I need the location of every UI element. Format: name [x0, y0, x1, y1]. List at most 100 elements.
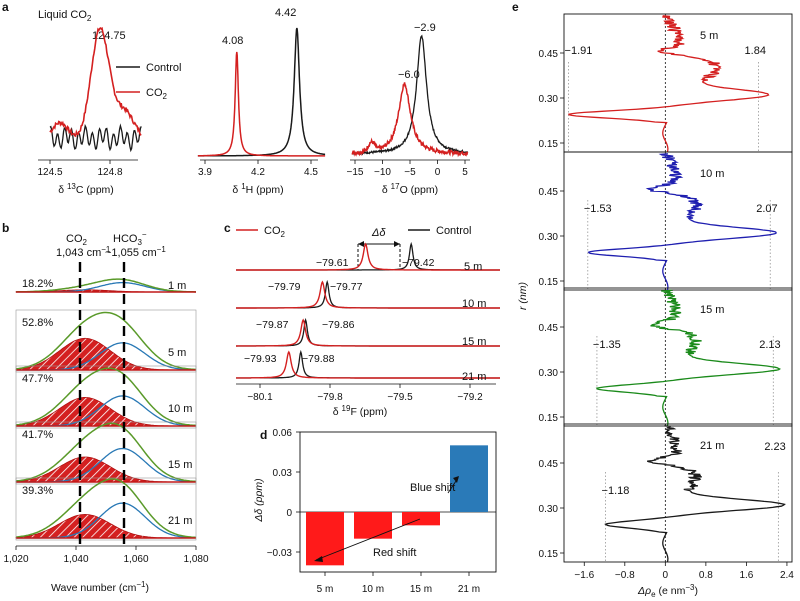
d-ytick-label: 0.03	[273, 468, 293, 479]
c-co2-label: −79.61	[316, 257, 349, 269]
e-subpanel-frame	[563, 13, 793, 153]
d-red-shift-label: Red shift	[373, 547, 416, 559]
e-max-label: 2.13	[759, 339, 780, 351]
e-density-trace	[604, 425, 786, 563]
a17o-co2-trace	[351, 82, 469, 158]
e-xtick-label: 2.4	[780, 570, 794, 581]
panel-c-letter: c	[224, 221, 231, 235]
b-row-pct: 41.7%	[22, 429, 53, 441]
a1h-co2-trace	[197, 51, 326, 157]
a17o-tick-label: −10	[374, 167, 391, 178]
panel-d: 0.060.030−0.03 Δδ (ppm) 5 m 10 m 15 m 21 m …	[253, 428, 497, 595]
c-co2-peak	[236, 350, 500, 379]
c-co2-peak	[236, 280, 500, 309]
panel-e: r (nm) 0.450.300.155 m−1.91 1.840.450.300…	[517, 13, 794, 599]
a17o-tick-label: 5	[462, 167, 468, 178]
panel-a-letter: a	[2, 0, 9, 14]
c-control-label: −79.86	[322, 319, 355, 331]
b-fit-curve	[15, 367, 197, 427]
a1h-tick-label: 3.9	[198, 167, 212, 178]
legend-control-label: Control	[146, 62, 181, 74]
c-control-label: −79.42	[402, 257, 435, 269]
b-row-pct: 39.3%	[22, 485, 53, 497]
legend-co2-label: CO2	[146, 87, 168, 101]
d-ylabel: Δδ (ppm)	[253, 478, 265, 522]
c-tick-label: −80.1	[247, 392, 273, 403]
d-bar	[354, 512, 392, 539]
a13c-tick-label: 124.8	[97, 167, 122, 178]
e-max-label: 2.07	[756, 203, 777, 215]
a17o-control-trace	[351, 34, 469, 156]
e-xtick-label: −0.8	[615, 570, 635, 581]
e-density-trace	[595, 289, 781, 427]
d-red-arrow	[315, 518, 421, 561]
c-control-label: −79.77	[330, 281, 363, 293]
e-ytick-label: 0.45	[539, 323, 559, 334]
e-ytick-label: 0.30	[539, 368, 559, 379]
c-delta-arrowhead	[394, 241, 400, 247]
d-bar	[402, 512, 440, 526]
e-xtick-label: 0.8	[699, 570, 713, 581]
panel-e-letter: e	[512, 0, 519, 14]
e-min-label: −1.91	[565, 45, 593, 57]
panel-d-letter: d	[260, 428, 267, 442]
b-fit-curve	[15, 311, 196, 371]
d-blue-arrowhead	[453, 476, 459, 483]
a13c-title: Liquid CO2	[38, 9, 92, 23]
e-ytick-label: 0.30	[539, 232, 559, 243]
c-delta-label: Δδ	[371, 227, 386, 239]
b-fit-curve	[15, 422, 197, 483]
a17o-xlabel: δ 17O (ppm)	[382, 182, 438, 196]
e-depth-label: 15 m	[700, 304, 724, 316]
panel-b-letter: b	[2, 221, 9, 235]
d-frame	[299, 431, 497, 573]
e-xtick-label: −1.6	[574, 570, 594, 581]
d-ytick-label: 0.06	[273, 428, 293, 439]
c-depth-label: 21 m	[462, 371, 486, 383]
c-co2-peak	[236, 242, 500, 271]
d-xtick-label: 21 m	[458, 584, 480, 595]
b-tick-label: 1,020	[3, 554, 28, 565]
e-depth-label: 21 m	[700, 440, 724, 452]
e-ytick-label: 0.15	[539, 549, 559, 560]
c-xlabel: δ 19F (ppm)	[333, 404, 387, 418]
panel-a-1h: 4.08 4.42 3.9 4.2 4.5 δ 1H (ppm)	[197, 7, 326, 196]
c-co2-label: −79.93	[244, 353, 277, 365]
b-row-frame	[15, 421, 197, 485]
e-max-label: 2.23	[764, 441, 785, 453]
b-row-depth: 15 m	[168, 459, 192, 471]
e-xtick-label: 0	[663, 570, 669, 581]
e-subpanel-frame	[563, 151, 793, 291]
e-ytick-label: 0.15	[539, 139, 559, 150]
a13c-peak-label: 124.75	[92, 30, 126, 42]
a1h-peak-control: 4.42	[275, 7, 296, 19]
a1h-control-trace	[197, 27, 326, 157]
e-ytick-label: 0.45	[539, 49, 559, 60]
panel-a-17o: −6.0 −2.9 −15 −10 −5 0 5 δ 17O (ppm)	[347, 22, 470, 196]
panel-b: CO2 1,043 cm−1 HCO3− ~1,055 cm−1 18.2% 1 …	[3, 230, 208, 594]
b-row-pct: 52.8%	[22, 317, 53, 329]
e-depth-label: 5 m	[700, 30, 718, 42]
b-row-depth: 10 m	[168, 403, 192, 415]
a17o-peak-co2: −6.0	[398, 69, 420, 81]
b-fit-curve	[15, 278, 196, 293]
c-co2-label: −79.87	[256, 319, 289, 331]
d-bars: 5 m 10 m 15 m 21 m	[306, 445, 488, 595]
a17o-ticks: −15 −10 −5 0 5	[347, 160, 468, 178]
a1h-peak-co2: 4.08	[222, 35, 243, 47]
b-ticks: 1,020 1,040 1,060 1,080	[3, 546, 209, 565]
a17o-tick-label: 0	[435, 167, 441, 178]
panel-a-13c: Liquid CO2 124.75 124.5 124.8 δ 13C (ppm…	[37, 9, 142, 196]
b-tick-label: 1,060	[123, 554, 148, 565]
d-xtick-label: 15 m	[410, 584, 432, 595]
c-tick-label: −79.2	[457, 392, 483, 403]
d-ytick-label: 0	[286, 508, 292, 519]
a13c-co2-trace	[49, 26, 142, 138]
e-depth-label: 10 m	[700, 168, 724, 180]
e-ylabel: r (nm)	[517, 282, 529, 310]
c-depth-label: 10 m	[462, 298, 486, 310]
b-row-frame	[15, 477, 197, 541]
e-ytick-label: 0.30	[539, 94, 559, 105]
c-ticks: −80.1 −79.8 −79.5 −79.2	[247, 384, 483, 403]
